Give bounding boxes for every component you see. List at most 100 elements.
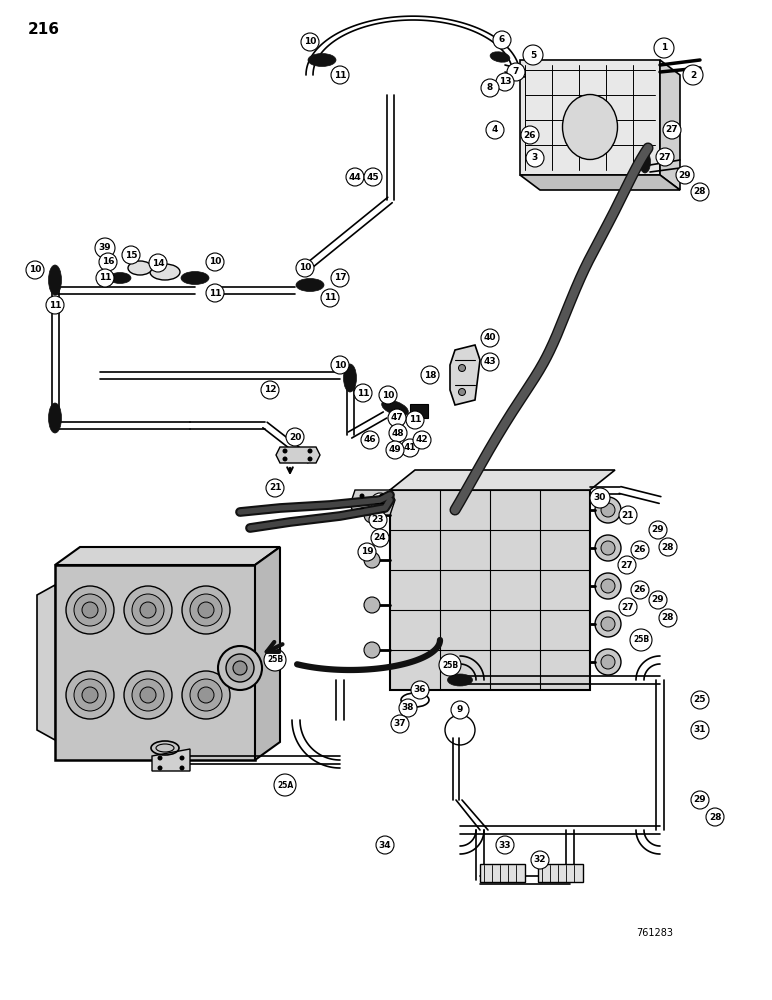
Circle shape (507, 63, 525, 81)
Text: 40: 40 (484, 334, 496, 342)
Text: 47: 47 (391, 414, 404, 422)
Bar (480, 864, 525, 882)
Circle shape (66, 671, 114, 719)
Circle shape (296, 259, 314, 277)
Circle shape (399, 699, 417, 717)
Text: 28: 28 (709, 812, 721, 822)
Text: 26: 26 (634, 546, 646, 554)
Text: 9: 9 (457, 706, 463, 714)
Circle shape (521, 126, 539, 144)
Ellipse shape (344, 364, 357, 392)
Circle shape (66, 586, 114, 634)
Text: 37: 37 (394, 720, 406, 728)
Text: 43: 43 (484, 358, 496, 366)
Circle shape (601, 617, 615, 631)
Text: 4: 4 (492, 125, 498, 134)
Text: 10: 10 (334, 360, 346, 369)
Circle shape (364, 507, 380, 523)
Circle shape (595, 573, 621, 599)
Polygon shape (520, 60, 660, 175)
Polygon shape (660, 60, 680, 190)
Text: 3: 3 (532, 153, 538, 162)
Text: 25: 25 (694, 696, 706, 704)
Text: 16: 16 (102, 257, 114, 266)
Circle shape (149, 254, 167, 272)
Circle shape (683, 65, 703, 85)
Circle shape (369, 511, 387, 529)
Circle shape (331, 269, 349, 287)
Text: 13: 13 (499, 78, 511, 87)
Circle shape (321, 289, 339, 307)
Circle shape (691, 791, 709, 809)
Polygon shape (152, 749, 190, 771)
Circle shape (190, 594, 222, 626)
Circle shape (354, 384, 372, 402)
Text: 29: 29 (679, 170, 691, 180)
Text: 39: 39 (99, 243, 111, 252)
Ellipse shape (448, 674, 472, 686)
Circle shape (132, 594, 164, 626)
Text: 17: 17 (334, 273, 347, 282)
Text: 21: 21 (269, 484, 281, 492)
Text: 23: 23 (372, 516, 384, 524)
Text: 34: 34 (379, 840, 391, 850)
Circle shape (122, 246, 140, 264)
Text: 11: 11 (357, 388, 369, 397)
Circle shape (493, 31, 511, 49)
Circle shape (526, 149, 544, 167)
Circle shape (659, 609, 677, 627)
Text: 761283: 761283 (636, 928, 673, 938)
Circle shape (266, 479, 284, 497)
Text: 10: 10 (29, 265, 41, 274)
Text: 45: 45 (367, 172, 379, 182)
Text: 11: 11 (99, 273, 111, 282)
Circle shape (206, 253, 224, 271)
Circle shape (264, 649, 286, 671)
Circle shape (388, 409, 406, 427)
Text: 27: 27 (621, 602, 635, 611)
Circle shape (124, 671, 172, 719)
Circle shape (218, 646, 262, 690)
Circle shape (360, 508, 364, 512)
Ellipse shape (109, 272, 131, 284)
Circle shape (663, 121, 681, 139)
Circle shape (439, 654, 461, 676)
Circle shape (406, 411, 424, 429)
Circle shape (286, 428, 304, 446)
Text: 32: 32 (533, 856, 547, 864)
Text: 36: 36 (414, 686, 426, 694)
Text: 24: 24 (374, 534, 386, 542)
Ellipse shape (49, 265, 62, 295)
Circle shape (46, 296, 64, 314)
Circle shape (182, 586, 230, 634)
Text: 44: 44 (349, 172, 361, 182)
Polygon shape (55, 547, 280, 565)
Circle shape (198, 687, 214, 703)
Circle shape (82, 602, 98, 618)
Circle shape (346, 168, 364, 186)
Circle shape (132, 679, 164, 711)
Polygon shape (390, 470, 615, 490)
Text: 22: 22 (374, 497, 386, 506)
Ellipse shape (49, 403, 62, 433)
Circle shape (531, 851, 549, 869)
Circle shape (82, 687, 98, 703)
Circle shape (421, 366, 439, 384)
Circle shape (157, 766, 162, 770)
Text: 46: 46 (364, 436, 376, 444)
Circle shape (301, 33, 319, 51)
Bar (538, 864, 583, 882)
Circle shape (631, 541, 649, 559)
Text: 48: 48 (391, 428, 405, 438)
Polygon shape (450, 345, 480, 405)
Circle shape (380, 508, 384, 512)
Circle shape (691, 183, 709, 201)
Text: 25A: 25A (277, 780, 293, 790)
Circle shape (601, 541, 615, 555)
Text: 33: 33 (499, 840, 511, 850)
Text: 10: 10 (299, 263, 311, 272)
Ellipse shape (296, 278, 324, 292)
Circle shape (180, 756, 185, 760)
Text: 1: 1 (661, 43, 667, 52)
Text: 20: 20 (289, 432, 301, 442)
